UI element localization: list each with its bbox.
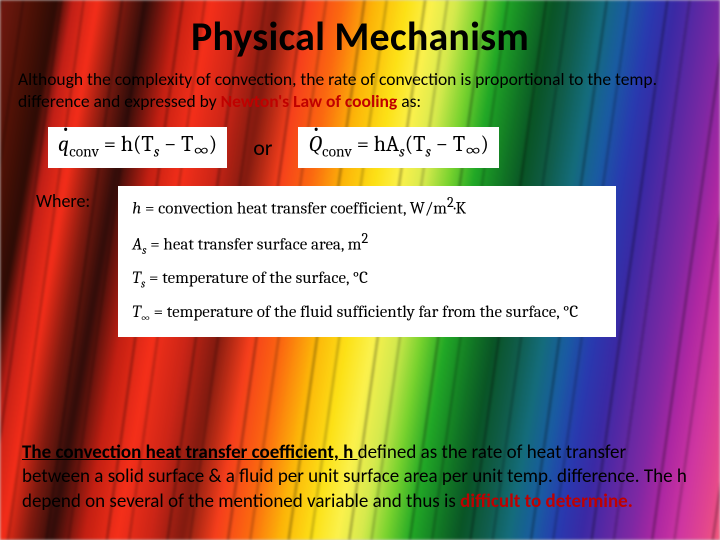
def-h-tail: ·K: [454, 200, 467, 219]
def-Tinf: T∞ = temperature of the fluid sufficient…: [132, 297, 602, 331]
where-label: Where:: [36, 186, 90, 212]
eq1-inf-sub: ∞: [193, 138, 208, 162]
equation-row: qconv = h(Ts − T∞) or Qconv = hAs(Ts − T…: [48, 127, 702, 168]
eq2-eq-hAs: = hA: [352, 131, 399, 157]
conclusion-paragraph: The convection heat transfer coefficient…: [22, 441, 698, 514]
def-h: h = convection heat transfer coefficient…: [132, 190, 602, 226]
slide-content: Physical Mechanism Although the complexi…: [0, 0, 720, 540]
equation-2-heat-rate: Qconv = hAs(Ts − T∞): [298, 127, 498, 168]
def-Tinf-text: = temperature of the fluid sufficiently …: [150, 303, 578, 322]
eq1-eq-hTs: = h(T: [99, 131, 154, 157]
conclusion-difficult: difficult to determine.: [460, 490, 633, 513]
intro-post: as:: [397, 90, 421, 112]
def-As-sym: A: [132, 236, 142, 255]
eq2-open: (T: [405, 131, 426, 157]
def-h-sup: 2: [447, 194, 454, 211]
def-Ts-sym: T: [132, 269, 141, 288]
def-Tinf-sym: T: [132, 303, 141, 322]
def-h-sym: h: [132, 200, 141, 219]
eq2-close: ): [480, 131, 488, 157]
equation-1-heat-flux: qconv = h(Ts − T∞): [48, 127, 227, 168]
equation-or-separator: or: [253, 134, 272, 161]
newtons-law-emphasis: Newton's Law of cooling: [221, 90, 398, 112]
eq1-close: ): [209, 131, 217, 157]
eq1-qconv-sub: conv: [69, 142, 99, 160]
slide-title: Physical Mechanism: [18, 12, 702, 61]
conclusion-lead: The convection heat transfer coefficient…: [22, 441, 358, 464]
eq2-Qconv-sub: conv: [322, 142, 352, 160]
def-Ts: Ts = temperature of the surface, °C: [132, 263, 602, 297]
def-As-text: = heat transfer surface area, m: [147, 236, 362, 255]
eq1-minus: − T: [159, 131, 193, 157]
def-As-sup: 2: [361, 230, 368, 247]
definitions-panel: h = convection heat transfer coefficient…: [118, 186, 616, 336]
def-h-text: = convection heat transfer coefficient, …: [141, 200, 447, 219]
where-block: Where: h = convection heat transfer coef…: [36, 186, 702, 336]
eq2-minus: − T: [431, 131, 465, 157]
def-As: As = heat transfer surface area, m2: [132, 226, 602, 263]
def-Ts-text: = temperature of the surface, °C: [145, 269, 368, 288]
intro-paragraph: Although the complexity of convection, t…: [18, 69, 702, 113]
eq2-inf-sub: ∞: [465, 138, 480, 162]
def-Tinf-sub: ∞: [141, 311, 150, 325]
